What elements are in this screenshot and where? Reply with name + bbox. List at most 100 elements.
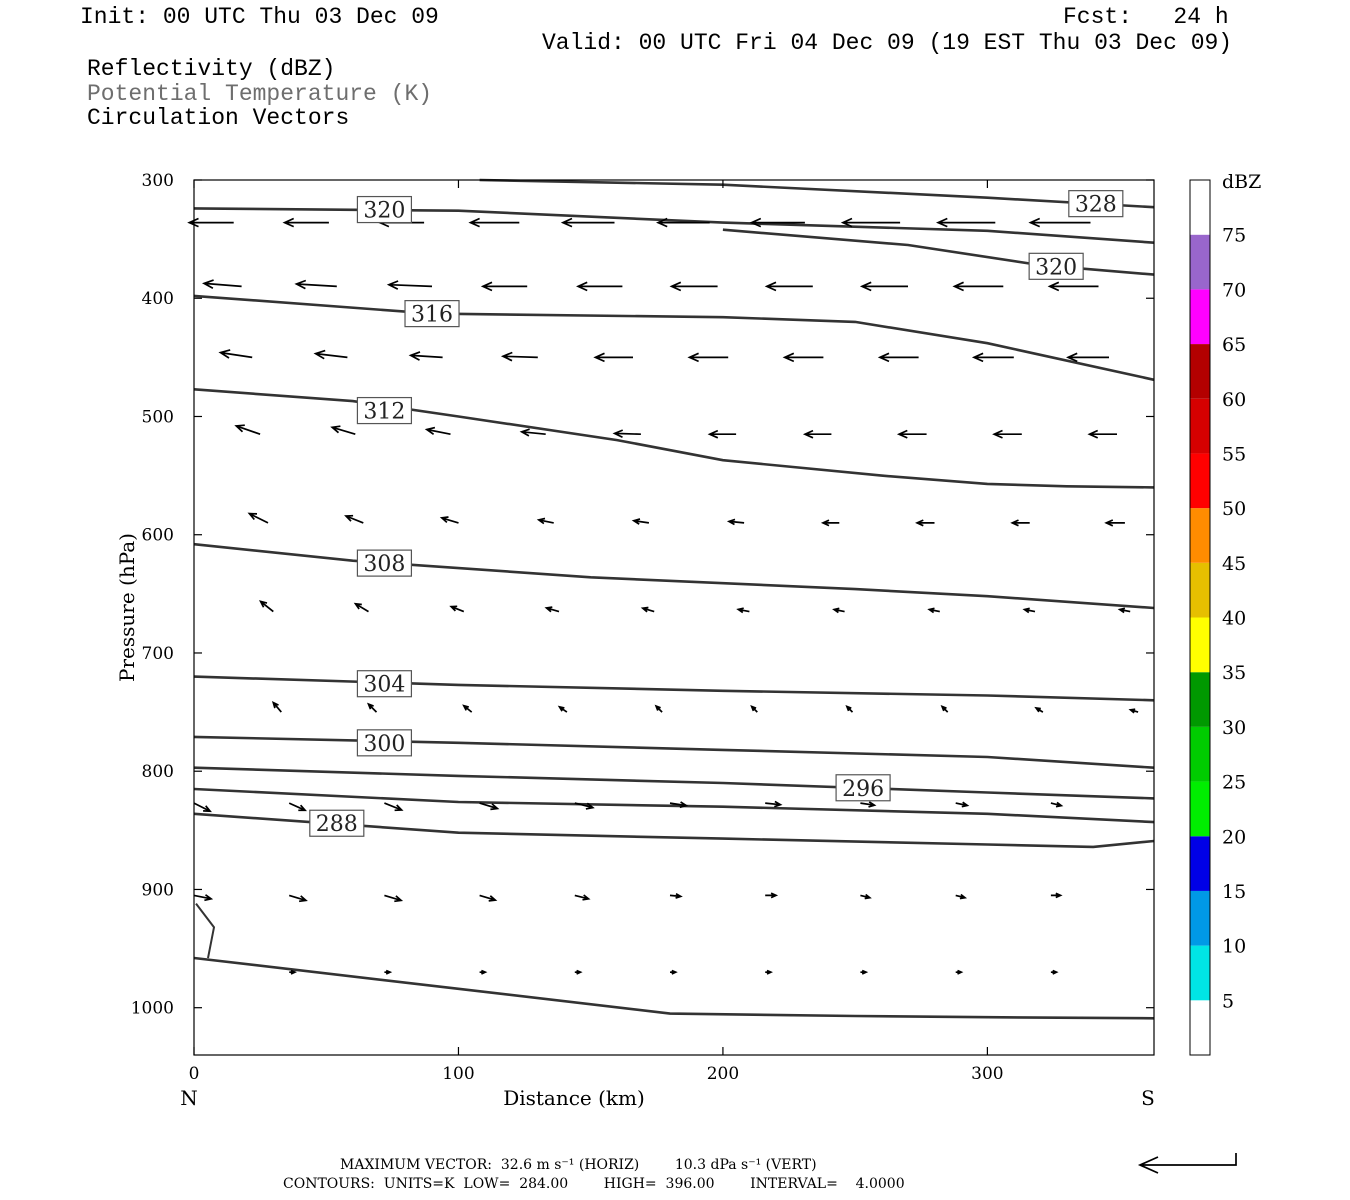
circulation-vector xyxy=(288,894,308,903)
circulation-vector xyxy=(765,800,783,808)
circulation-vector xyxy=(1117,607,1131,614)
circulation-vector xyxy=(344,514,364,524)
circulation-vector xyxy=(877,352,919,363)
valid-time: Valid: 00 UTC Fri 04 Dec 09 (19 EST Thu … xyxy=(542,30,1233,56)
x-end-label-north: N xyxy=(180,1086,198,1110)
circulation-vector xyxy=(1128,708,1139,714)
colorbar-tick-label: 55 xyxy=(1222,443,1246,465)
circulation-vector xyxy=(202,279,242,289)
circulation-vector xyxy=(366,702,378,713)
theta-contour-line xyxy=(193,956,1155,1020)
colorbar-segment xyxy=(1190,836,1210,891)
x-tick-label: 200 xyxy=(707,1064,739,1084)
contour-label-box xyxy=(309,809,365,837)
field-potential-temperature: Potential Temperature (K) xyxy=(87,81,433,107)
circulation-vector xyxy=(764,281,813,292)
circulation-vector xyxy=(656,217,710,228)
circulation-vector xyxy=(468,217,520,228)
circulation-vector xyxy=(992,429,1022,439)
circulation-vector xyxy=(669,281,718,292)
circulation-vector xyxy=(765,892,779,899)
colorbar-tick-label: 50 xyxy=(1222,498,1246,520)
circulation-vector xyxy=(439,516,459,524)
x-tick-label: 300 xyxy=(971,1064,1003,1084)
circulation-vector xyxy=(1104,519,1125,527)
contour-label: 304 xyxy=(363,673,405,698)
circulation-vector xyxy=(670,969,678,975)
circulation-vector xyxy=(1087,429,1117,439)
x-axis-title: Distance (km) xyxy=(503,1086,645,1110)
y-tick-label: 400 xyxy=(142,289,174,309)
theta-contour-line xyxy=(479,178,1155,209)
y-axis-title: Pressure (hPa) xyxy=(115,533,139,682)
circulation-vector xyxy=(750,705,758,713)
circulation-vector xyxy=(187,217,234,228)
circulation-vector xyxy=(860,969,869,975)
colorbar-segment xyxy=(1190,289,1210,345)
circulation-vector xyxy=(462,704,473,713)
y-tick-label: 700 xyxy=(142,644,174,664)
colorbar-frame xyxy=(1189,179,1211,1056)
circulation-vector xyxy=(687,352,729,363)
circulation-vector xyxy=(479,969,488,975)
colorbar-segment xyxy=(1190,672,1210,727)
contour-label-box xyxy=(356,670,413,698)
circulation-vector xyxy=(935,217,996,228)
plot-frame xyxy=(193,179,1155,1056)
circulation-vector xyxy=(557,705,568,713)
circulation-vector xyxy=(845,705,854,713)
circulation-vector xyxy=(193,894,214,902)
colorbar-segment xyxy=(1190,781,1210,837)
circulation-vector xyxy=(612,429,641,439)
theta-contour-line xyxy=(193,735,1155,769)
contour-label: 320 xyxy=(363,199,405,224)
contour-label: 296 xyxy=(842,777,884,802)
colorbar-segment xyxy=(1190,617,1210,673)
circulation-vector xyxy=(1022,607,1036,614)
colorbar-tick-label: 70 xyxy=(1222,279,1246,301)
circulation-vector xyxy=(282,217,329,228)
contour-label: 312 xyxy=(363,400,405,425)
circulation-vector xyxy=(193,802,212,813)
circulation-vector xyxy=(574,969,583,975)
contour-label-box xyxy=(835,774,891,802)
circulation-vector xyxy=(860,801,877,808)
circulation-vector xyxy=(353,602,369,613)
circulation-vector xyxy=(1034,706,1044,713)
colorbar-segment xyxy=(1190,508,1210,563)
circulation-vector xyxy=(271,701,282,713)
circulation-vector xyxy=(1050,801,1064,808)
circulation-vector xyxy=(384,969,393,975)
y-tick-label: 500 xyxy=(142,407,174,427)
x-tick-label: 100 xyxy=(442,1064,474,1084)
theta-contour-line xyxy=(193,207,1155,244)
y-tick-label: 1000 xyxy=(131,999,174,1019)
circulation-vector xyxy=(654,704,663,713)
colorbar-tick-label: 75 xyxy=(1222,225,1246,247)
circulation-vector xyxy=(952,281,1004,292)
circulation-vector xyxy=(384,802,404,812)
circulation-vector xyxy=(1050,892,1063,899)
circulation-vector xyxy=(736,607,750,614)
contour-label-box xyxy=(404,300,460,328)
colorbar-tick-label: 40 xyxy=(1222,608,1246,630)
theta-contour-line xyxy=(193,787,1155,824)
colorbar-tick-label: 25 xyxy=(1222,772,1246,794)
colorbar-tick-label: 45 xyxy=(1222,553,1246,575)
circulation-vector xyxy=(640,606,655,613)
circulation-vector xyxy=(288,802,307,812)
circulation-vector xyxy=(593,352,633,363)
y-tick-label: 600 xyxy=(142,526,174,546)
max-vector-note: MAXIMUM VECTOR: 32.6 m s⁻¹ (HORIZ) 10.3 … xyxy=(340,1157,817,1173)
circulation-vector xyxy=(1050,969,1059,975)
contour-label: 288 xyxy=(316,812,358,837)
circulation-vector xyxy=(631,518,650,525)
contour-label: 300 xyxy=(363,732,405,757)
circulation-vector xyxy=(386,280,433,290)
contour-label: 308 xyxy=(363,552,405,577)
circulation-vector xyxy=(1010,519,1030,527)
y-tick-label: 300 xyxy=(142,171,174,191)
x-tick-label: 0 xyxy=(189,1064,200,1084)
circulation-vector xyxy=(480,281,528,292)
